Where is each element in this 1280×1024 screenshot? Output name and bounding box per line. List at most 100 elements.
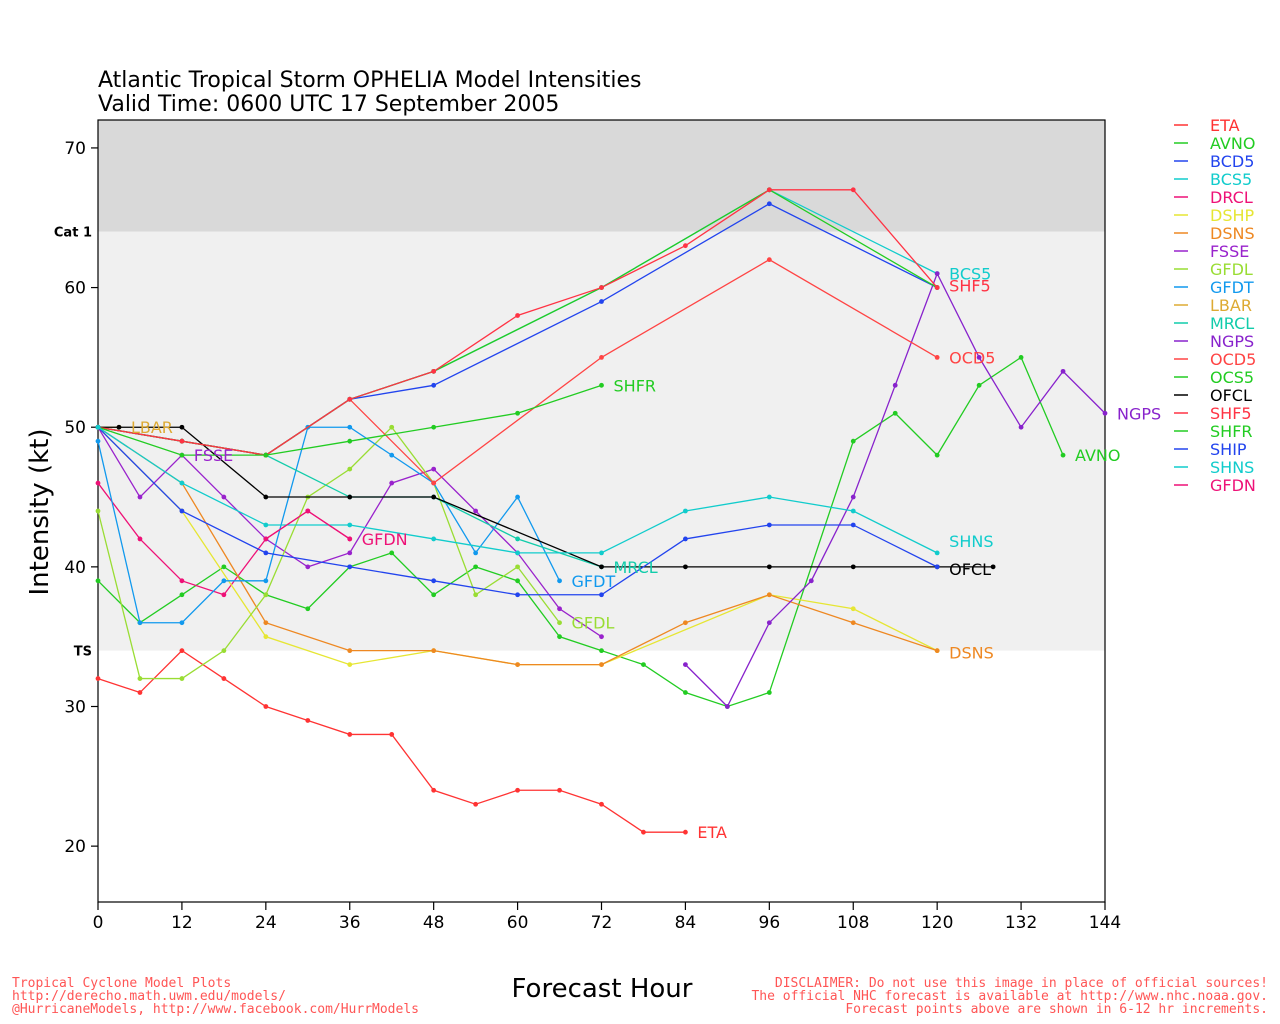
end-label-avno: AVNO	[1075, 446, 1120, 465]
end-label-ngps: NGPS	[1117, 404, 1161, 423]
legend-label-gfdl: GFDL	[1210, 260, 1253, 279]
point-fsse-8	[431, 466, 437, 472]
point-gfdl-7	[389, 424, 395, 430]
point-gfdn-0	[263, 536, 269, 542]
series-lines	[95, 187, 1108, 835]
end-label-gfdt: GFDT	[572, 572, 616, 591]
legend-label-fsse: FSSE	[1210, 242, 1249, 261]
point-shf5-9	[850, 187, 856, 193]
point-shf5-5	[515, 313, 520, 318]
end-label-ocd5: OCD5	[949, 348, 995, 367]
point-dsns-7	[683, 620, 688, 626]
y-tick-label-1: 30	[64, 698, 86, 718]
legend: ETAAVNOBCD5BCS5DRCLDSHPDSNSFSSEGFDLGFDTL…	[1174, 116, 1256, 495]
end-label-gfdn: GFDN	[362, 530, 408, 549]
x-tick-label-4: 48	[423, 913, 445, 933]
x-tick-label-6: 72	[591, 913, 613, 933]
y-tick-label-0: 20	[64, 837, 86, 857]
x-tick-label-8: 96	[759, 913, 781, 933]
band-0	[98, 120, 1105, 232]
point-shf5-7	[683, 243, 688, 249]
x-tick-label-2: 24	[255, 913, 277, 933]
end-label-lbar: LBAR	[131, 418, 173, 437]
point-eta-9	[473, 801, 479, 807]
point-avno-22	[1060, 452, 1066, 458]
point-dsns-2	[263, 620, 269, 626]
point-shns-0	[95, 424, 101, 430]
point-avno-16	[766, 690, 772, 695]
footer-right-line-2: Forecast points above are shown in 6-12 …	[845, 1002, 1268, 1017]
x-tick-label-1: 12	[171, 913, 193, 933]
point-shf5-10	[934, 285, 940, 290]
point-eta-8	[431, 787, 437, 793]
point-ofcl-9	[850, 564, 856, 570]
chart-title: Atlantic Tropical Storm OPHELIA Model In…	[98, 68, 641, 93]
point-avno-9	[473, 564, 479, 570]
point-shfr-3	[347, 438, 353, 444]
x-axis: 0 12 24 36 48 60 72 84 96 108 120 132 144	[93, 902, 1121, 933]
point-ship-5	[515, 592, 520, 598]
point-ngps-9	[1060, 368, 1066, 374]
point-shns-3	[347, 522, 353, 528]
point-shfr-6	[599, 382, 604, 388]
point-shns-2	[263, 522, 269, 528]
point-eta-14	[683, 829, 688, 835]
point-dsns-4	[431, 648, 437, 654]
point-gfdt-3	[221, 578, 227, 584]
end-label-shf5: SHF5	[949, 277, 991, 296]
point-drcl-2	[179, 578, 185, 584]
point-avno-17	[850, 438, 856, 444]
point-dshp-2	[263, 634, 269, 640]
legend-label-ship: SHIP	[1210, 440, 1247, 459]
point-dshp-3	[347, 662, 353, 668]
point-shns-7	[683, 508, 688, 514]
x-tick-label-10: 120	[921, 913, 953, 933]
legend-label-ocs5: OCS5	[1210, 368, 1254, 387]
point-eta-3	[221, 676, 227, 681]
point-shf5-4	[431, 368, 437, 374]
end-label-fsse: FSSE	[194, 446, 233, 465]
point-gfdt-11	[557, 578, 562, 584]
x-tick-label-5: 60	[507, 913, 529, 933]
point-shns-10	[934, 550, 940, 556]
point-ngps-7	[976, 354, 982, 360]
point-gfdl-0	[95, 508, 101, 514]
point-fsse-9	[473, 508, 479, 514]
series-line-gfdt	[97, 426, 561, 624]
y-tick-label-5: 70	[64, 139, 86, 159]
point-gfdt-2	[179, 620, 185, 626]
point-ship-7	[683, 536, 688, 542]
point-eta-7	[389, 732, 395, 737]
legend-label-gfdt: GFDT	[1210, 278, 1254, 297]
end-label-ofcl: OFCL	[949, 560, 991, 579]
point-ship-8	[766, 522, 772, 528]
point-fsse-7	[389, 480, 395, 486]
point-ngps-6	[934, 271, 940, 277]
point-ofcl-1	[116, 424, 122, 430]
point-gfdl-6	[347, 466, 353, 472]
point-avno-14	[683, 690, 688, 695]
point-gfdn-1	[305, 508, 311, 514]
point-avno-21	[1018, 354, 1024, 360]
point-shfr-4	[431, 424, 437, 430]
point-shns-4	[431, 536, 437, 542]
x-tick-label-0: 0	[93, 913, 104, 933]
point-shfr-1	[179, 452, 185, 458]
band-label-1: TS	[74, 645, 92, 660]
point-fsse-5	[305, 564, 311, 570]
y-tick-label-2: 40	[64, 558, 86, 578]
point-dsns-8	[766, 592, 772, 598]
legend-label-dshp: DSHP	[1210, 206, 1255, 225]
point-ngps-5	[892, 382, 898, 388]
point-avno-0	[95, 578, 101, 584]
band-label-0: Cat 1	[54, 226, 92, 241]
y-tick-label-4: 60	[64, 279, 86, 299]
legend-label-bcd5: BCD5	[1210, 152, 1254, 171]
point-ship-3	[347, 564, 353, 570]
point-ship-4	[431, 578, 437, 584]
end-label-eta: ETA	[697, 823, 727, 842]
point-gfdl-9	[473, 592, 479, 598]
point-dshp-8	[850, 606, 856, 612]
footer-left-line-1: http://derecho.math.uwm.edu/models/	[12, 989, 286, 1004]
legend-label-eta: ETA	[1210, 116, 1240, 135]
